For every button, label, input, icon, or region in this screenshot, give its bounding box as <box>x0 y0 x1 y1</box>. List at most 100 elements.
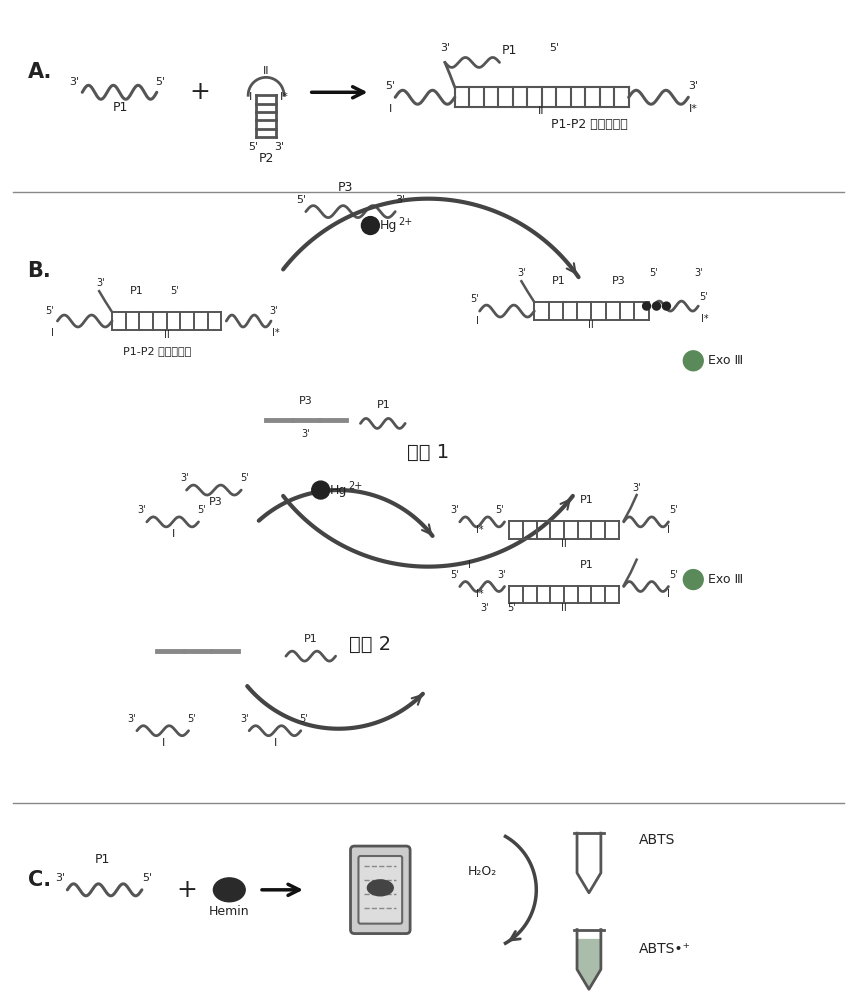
Text: 5': 5' <box>296 195 306 205</box>
Text: I: I <box>667 589 670 599</box>
Text: 3': 3' <box>395 195 405 205</box>
Text: I*: I* <box>476 589 483 599</box>
Text: 2+: 2+ <box>398 217 412 227</box>
Text: H₂O₂: H₂O₂ <box>468 865 497 878</box>
Text: +: + <box>177 878 197 902</box>
Text: P1: P1 <box>130 286 144 296</box>
Circle shape <box>683 351 704 371</box>
Text: P3: P3 <box>338 181 353 194</box>
Text: I*: I* <box>701 314 709 324</box>
Circle shape <box>662 302 670 310</box>
Text: P3: P3 <box>299 396 313 406</box>
Text: 5': 5' <box>155 77 165 87</box>
Text: 5': 5' <box>669 570 678 580</box>
Text: II: II <box>561 539 567 549</box>
Text: I: I <box>162 738 165 748</box>
Text: P1: P1 <box>94 853 110 866</box>
Text: P1: P1 <box>580 560 594 570</box>
Text: Hg: Hg <box>380 219 397 232</box>
Text: 5': 5' <box>171 286 179 296</box>
Text: I: I <box>468 560 471 570</box>
Text: C.: C. <box>27 870 51 890</box>
Text: 5': 5' <box>549 43 560 53</box>
Text: +: + <box>189 80 210 104</box>
Text: II: II <box>164 330 170 340</box>
Text: I*: I* <box>476 525 483 535</box>
Text: A.: A. <box>27 62 52 82</box>
Text: 3': 3' <box>302 429 310 439</box>
FancyBboxPatch shape <box>351 846 411 934</box>
Text: II: II <box>561 603 567 613</box>
Text: 循环 1: 循环 1 <box>407 443 449 462</box>
Text: I: I <box>274 738 278 748</box>
Circle shape <box>683 570 704 589</box>
Text: I*: I* <box>689 104 698 114</box>
Circle shape <box>312 481 330 499</box>
Text: 5': 5' <box>698 292 708 302</box>
Text: 5': 5' <box>240 473 249 483</box>
Text: 3': 3' <box>138 505 147 515</box>
Text: I*: I* <box>279 92 289 102</box>
Text: I: I <box>172 529 176 539</box>
Text: ABTS•⁺: ABTS•⁺ <box>638 942 691 956</box>
Text: 5': 5' <box>649 268 658 278</box>
Text: P1: P1 <box>552 276 566 286</box>
Text: I: I <box>476 316 479 326</box>
Text: 5': 5' <box>141 873 152 883</box>
Text: I: I <box>51 328 54 338</box>
Text: 5': 5' <box>248 142 258 152</box>
Text: Exo Ⅲ: Exo Ⅲ <box>708 573 743 586</box>
Text: I*: I* <box>273 328 279 338</box>
Text: B.: B. <box>27 261 51 281</box>
Text: 3': 3' <box>451 505 459 515</box>
Text: I: I <box>388 104 392 114</box>
Text: 3': 3' <box>69 77 80 87</box>
Text: 5': 5' <box>451 570 459 580</box>
Text: 3': 3' <box>270 306 279 316</box>
Text: 3': 3' <box>688 81 698 91</box>
Text: P1: P1 <box>304 634 318 644</box>
Text: 5': 5' <box>669 505 678 515</box>
Text: Exo Ⅲ: Exo Ⅲ <box>708 354 743 367</box>
Text: 3': 3' <box>480 603 489 613</box>
Text: 3': 3' <box>517 268 525 278</box>
Text: II: II <box>588 320 594 330</box>
Circle shape <box>643 302 650 310</box>
Circle shape <box>652 302 661 310</box>
Text: P1-P2 杂交复合体: P1-P2 杂交复合体 <box>123 346 191 356</box>
FancyBboxPatch shape <box>358 856 402 924</box>
Text: P1: P1 <box>376 400 390 410</box>
Text: 3': 3' <box>694 268 703 278</box>
Text: 5': 5' <box>299 714 309 724</box>
Text: 5': 5' <box>495 505 504 515</box>
Text: I: I <box>249 92 252 102</box>
Text: 3': 3' <box>632 483 641 493</box>
Text: 5': 5' <box>470 294 479 304</box>
Text: P1: P1 <box>580 495 594 505</box>
Text: Hemin: Hemin <box>209 905 249 918</box>
Polygon shape <box>577 940 601 989</box>
Circle shape <box>362 217 380 234</box>
Text: 5': 5' <box>507 603 516 613</box>
Text: 3': 3' <box>180 473 189 483</box>
Text: ABTS: ABTS <box>638 833 675 847</box>
Text: 5': 5' <box>187 714 196 724</box>
Text: 3': 3' <box>128 714 136 724</box>
Text: 5': 5' <box>197 505 206 515</box>
Text: P1: P1 <box>502 44 517 57</box>
Text: 循环 2: 循环 2 <box>350 635 392 654</box>
Text: P1: P1 <box>112 101 128 114</box>
Text: 3': 3' <box>274 142 284 152</box>
Text: P2: P2 <box>258 152 273 165</box>
Text: 5': 5' <box>385 81 395 91</box>
Text: 3': 3' <box>240 714 249 724</box>
Text: 3': 3' <box>56 873 65 883</box>
Text: 2+: 2+ <box>348 481 363 491</box>
Text: P3: P3 <box>612 276 626 286</box>
Text: I: I <box>667 525 670 535</box>
Text: 3': 3' <box>497 570 506 580</box>
Text: 3': 3' <box>440 43 450 53</box>
Text: P3: P3 <box>208 497 222 507</box>
Text: P1-P2 杂交复合体: P1-P2 杂交复合体 <box>550 118 627 131</box>
Ellipse shape <box>368 880 393 896</box>
